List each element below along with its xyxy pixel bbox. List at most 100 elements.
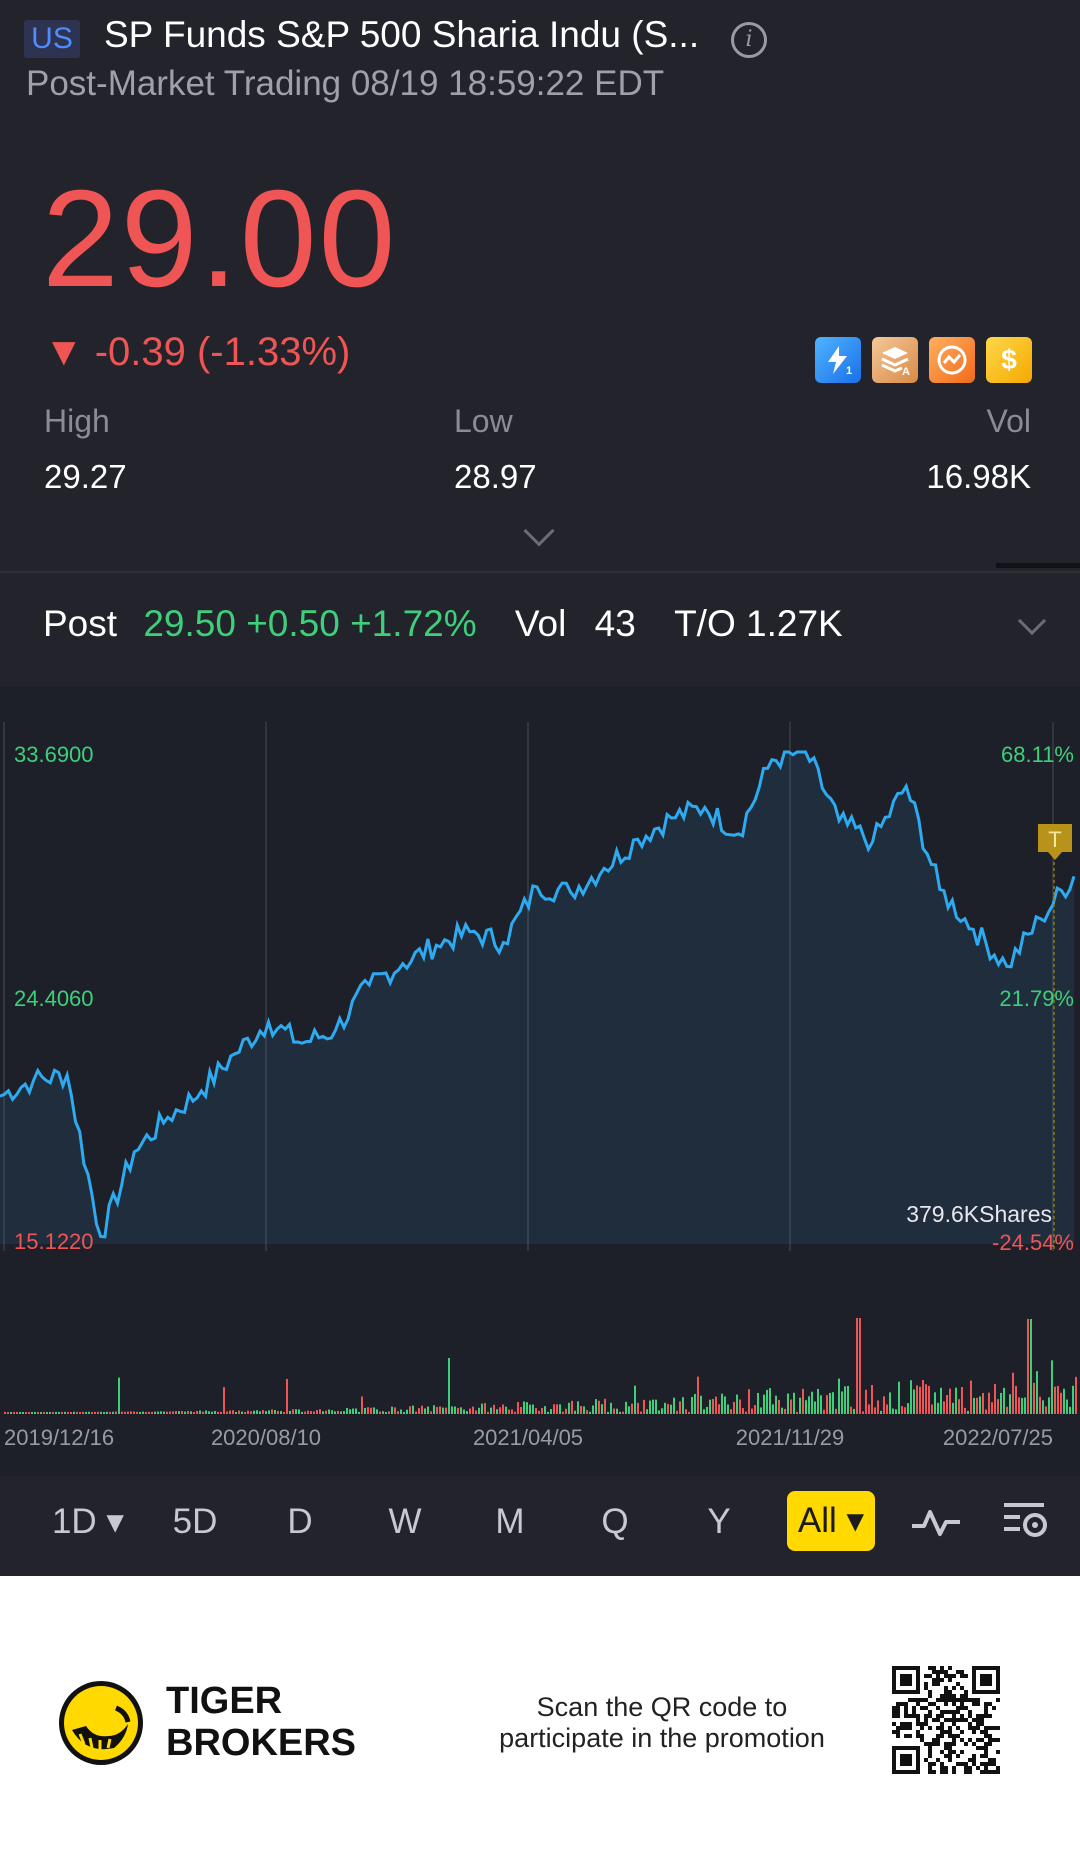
volume-bar (565, 1408, 567, 1414)
tab-month[interactable]: M (495, 1502, 525, 1541)
volume-bar (34, 1411, 36, 1414)
tab-quarter[interactable]: Q (601, 1502, 629, 1541)
volume-bar (442, 1407, 444, 1414)
pct-mid-label: 21.79% (999, 986, 1074, 1011)
volume-bar (376, 1409, 378, 1414)
volume-bar (112, 1411, 114, 1414)
volume-bar (1051, 1360, 1053, 1414)
volume-bar (919, 1386, 921, 1414)
low-label: Low (454, 403, 513, 439)
volume-bar (268, 1410, 270, 1414)
lightning-1-icon[interactable]: 1 (815, 337, 861, 383)
volume-bar (151, 1411, 153, 1414)
dollar-icon[interactable]: $ (986, 337, 1032, 383)
tab-5d[interactable]: 5D (172, 1502, 218, 1541)
volume-bar (193, 1411, 195, 1414)
volume-bar (241, 1411, 243, 1414)
volume-bar (1054, 1386, 1056, 1414)
volume-bar (994, 1384, 996, 1414)
volume-bar (121, 1411, 123, 1414)
volume-bar (31, 1411, 33, 1414)
swap-circle-icon[interactable] (929, 337, 975, 383)
volume-bar (781, 1407, 783, 1414)
volume-bar (139, 1411, 141, 1414)
chevron-down-icon[interactable] (1017, 606, 1047, 636)
volume-bar (865, 1389, 867, 1414)
tab-all[interactable]: All ▾ (787, 1491, 875, 1551)
volume-bar (385, 1411, 387, 1414)
info-icon[interactable]: i (731, 22, 767, 58)
volume-bar (160, 1411, 162, 1414)
volume-bar (82, 1411, 84, 1414)
tab-year[interactable]: Y (707, 1502, 731, 1541)
qr-code[interactable] (892, 1666, 1000, 1779)
volume-bar (460, 1407, 462, 1414)
volume-bar (58, 1411, 60, 1414)
volume-bar (904, 1407, 906, 1414)
volume-bar (1069, 1406, 1071, 1414)
high-label: High (44, 403, 110, 439)
volume-bar (220, 1411, 222, 1414)
volume-bar (244, 1411, 246, 1414)
volume-bar (703, 1409, 705, 1414)
volume-bar (265, 1411, 267, 1414)
volume-bar (952, 1402, 954, 1414)
volume-bar (979, 1396, 981, 1414)
volume-bar (832, 1392, 834, 1414)
post-vol-label: Vol (514, 603, 567, 644)
volume-bar (37, 1411, 39, 1414)
volume-bar (172, 1411, 174, 1414)
volume-bar (745, 1411, 747, 1414)
layers-a-icon[interactable]: A (872, 337, 918, 383)
volume-bar (1015, 1385, 1017, 1414)
volume-bar (760, 1407, 762, 1414)
price-chart[interactable]: 33.6900 24.4060 15.1220 68.11% 21.79% -2… (0, 686, 1080, 1476)
volume-bar (793, 1392, 795, 1414)
volume-bar (64, 1411, 66, 1414)
volume-bar (988, 1392, 990, 1414)
volume-bar (670, 1404, 672, 1414)
volume-bar (940, 1387, 942, 1414)
tab-day[interactable]: D (287, 1502, 313, 1541)
volume-bar (946, 1395, 948, 1414)
volume-bar (508, 1409, 510, 1414)
volume-bar (136, 1411, 138, 1414)
volume-bar (328, 1409, 330, 1414)
last-price: 29.00 (42, 162, 398, 316)
volume-bar (436, 1406, 438, 1414)
volume-bar (358, 1411, 360, 1414)
volume-bar (505, 1406, 507, 1414)
volume-bar (355, 1408, 357, 1414)
volume-bar (175, 1411, 177, 1414)
volume-bar (805, 1400, 807, 1414)
volume-bar (847, 1385, 849, 1414)
volume-bar (208, 1411, 210, 1414)
volume-bar (88, 1411, 90, 1414)
volume-bar (76, 1411, 78, 1414)
volume-bar (970, 1380, 972, 1414)
chevron-down-icon[interactable] (523, 515, 555, 547)
volume-bar (283, 1411, 285, 1414)
volume-bar (589, 1411, 591, 1414)
volume-bar (1027, 1319, 1029, 1414)
volume-bar (697, 1376, 699, 1414)
volume-bar (421, 1405, 423, 1414)
chart-settings-icon[interactable] (1002, 1499, 1050, 1548)
trade-marker[interactable]: T (1038, 824, 1072, 1251)
volume-bar (880, 1410, 882, 1414)
volume-bar (415, 1411, 417, 1414)
indicator-wave-icon[interactable] (910, 1502, 962, 1547)
volume-bar (229, 1410, 231, 1414)
divider (0, 571, 1080, 573)
tab-1d[interactable]: 1D ▾ (51, 1502, 125, 1541)
volume-bar (901, 1406, 903, 1414)
tab-week[interactable]: W (388, 1502, 422, 1541)
volume-bar (349, 1409, 351, 1414)
y-mid-label: 24.4060 (14, 986, 94, 1011)
volume-bar (388, 1411, 390, 1414)
volume-bar (835, 1408, 837, 1414)
volume-bar (43, 1411, 45, 1414)
volume-bar (931, 1404, 933, 1414)
volume-bar (493, 1404, 495, 1414)
volume-bar (418, 1408, 420, 1414)
